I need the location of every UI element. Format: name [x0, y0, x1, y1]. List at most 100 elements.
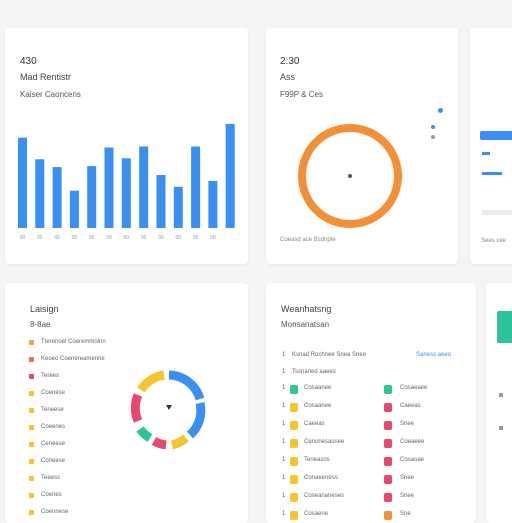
legend-swatch — [29, 374, 34, 379]
blue-progress-bar — [480, 131, 512, 140]
row-swatch-a — [290, 439, 298, 448]
row-number: 1 — [282, 475, 286, 481]
row-label-a: Conaeeness — [304, 475, 338, 481]
card-footer: Sees cee — [481, 238, 507, 244]
indicator-dot — [431, 125, 435, 129]
row-label-a: Cenonesasnee — [304, 439, 345, 445]
card-value: 2:30 — [280, 56, 300, 67]
card-title: Weanhatsng — [281, 304, 332, 314]
card-weanhatsng: Weanhatsng Monsanatsan 1 Ksnad Rochnee S… — [266, 283, 476, 523]
small-marker — [499, 393, 503, 397]
x-tick-label: 00 — [193, 235, 199, 241]
card-value: 430 — [20, 56, 37, 67]
row-label-b: Cosaoae — [400, 457, 425, 463]
table-header-num: 1 — [282, 352, 286, 358]
legend-label: Coenes — [41, 492, 62, 498]
bar — [52, 167, 62, 228]
legend-label: Keoeo Coenereamenne — [41, 356, 105, 362]
card-ass: 2:30 Ass F99P & Ces Coeasd ace Bsdnpte — [266, 28, 458, 264]
legend-label: Ceneese — [41, 441, 66, 447]
card-title: Mad Rentistr — [20, 72, 72, 82]
card-partial-right-bottom — [486, 283, 512, 523]
indicator-dot — [431, 135, 435, 139]
card-footer: Coeasd ace Bsdnpte — [280, 237, 336, 243]
bar — [173, 186, 183, 228]
legend-label: Coeenes — [41, 424, 66, 430]
bar — [156, 175, 166, 228]
row-label-b: Caeeas — [400, 403, 421, 409]
row-number: 1 — [282, 421, 286, 427]
table-subheader: Tssnaned aaees — [292, 369, 336, 375]
x-tick-label: 00 — [158, 235, 164, 241]
row-number: 1 — [282, 385, 286, 391]
legend-swatch — [29, 425, 34, 430]
segment-yellow-2 — [137, 370, 165, 393]
row-swatch-b — [384, 403, 392, 412]
card-subtitle: F99P & Ces — [280, 90, 323, 99]
row-swatch-a — [290, 457, 298, 466]
legend-swatch — [29, 459, 34, 464]
bar — [191, 146, 201, 228]
blue-medium-bar — [482, 172, 502, 175]
x-tick-label: 00 — [210, 235, 216, 241]
legend-swatch — [29, 340, 34, 345]
bar — [225, 123, 235, 228]
legend-swatch — [29, 476, 34, 481]
row-number: 1 — [282, 439, 286, 445]
x-tick-label: 00 — [20, 235, 26, 241]
legend-swatch — [29, 510, 34, 515]
header-link[interactable]: Saness aeeo — [416, 352, 452, 358]
bar — [208, 180, 218, 228]
x-tick-label: 00 — [124, 235, 130, 241]
legend-label: Terees — [41, 373, 60, 379]
segment-blue — [168, 370, 205, 401]
legend-swatch — [29, 442, 34, 447]
row-swatch-b — [384, 493, 392, 502]
row-label-a: Teneasns — [304, 457, 330, 463]
card-title: Ass — [280, 72, 296, 82]
legend-label: Teneese — [41, 407, 64, 413]
card-partial-right: Sees cee — [470, 28, 512, 264]
x-tick-label: 00 — [89, 235, 95, 241]
legend-swatch — [29, 357, 34, 362]
row-number: 1 — [282, 457, 286, 463]
table-subheader-num: 1 — [282, 369, 286, 375]
legend-label: Coennese — [41, 509, 69, 515]
bar — [104, 147, 114, 228]
ring-center-dot — [348, 174, 352, 178]
legend-label: Coenese — [41, 390, 66, 396]
legend-label: Coneese — [41, 458, 66, 464]
bar — [121, 158, 131, 228]
card-subtitle: Monsanatsan — [281, 320, 330, 329]
bar — [139, 146, 149, 228]
row-swatch-b — [384, 511, 392, 520]
row-label-b: Cosaeaee — [400, 385, 428, 391]
bar — [35, 159, 45, 228]
row-number: 1 — [282, 403, 286, 409]
bar — [69, 190, 79, 228]
bar — [87, 166, 97, 228]
row-swatch-a — [290, 403, 298, 412]
segment-green — [136, 426, 153, 442]
row-swatch-b — [384, 385, 392, 394]
row-swatch-b — [384, 457, 392, 466]
segment-pink-2 — [130, 393, 143, 423]
bar-chart: 00 00 00 00 00 00 00 00 00 00 00 00 — [18, 123, 235, 241]
row-number: 1 — [282, 493, 286, 499]
indicator-dot — [438, 108, 443, 113]
card-subtitle: 8-8ae — [30, 320, 51, 329]
card-laisign: Laisign 8-8ae Tterenoel Coeremmolnn Keoeo… — [5, 283, 248, 523]
row-label-a: Caeeas — [304, 421, 325, 427]
row-swatch-a — [290, 385, 298, 394]
legend-swatch — [29, 391, 34, 396]
row-label-a: Coseananeses — [304, 493, 345, 499]
legend-label: Teeess — [41, 475, 61, 481]
row-swatch-a — [290, 493, 298, 502]
donut-ring — [298, 124, 402, 228]
row-swatch-b — [384, 475, 392, 484]
x-tick-label: 00 — [54, 235, 60, 241]
pointer-icon — [166, 405, 172, 410]
green-block — [497, 311, 512, 343]
row-swatch-a — [290, 475, 298, 484]
row-label-a: Cosaanee — [304, 385, 332, 391]
